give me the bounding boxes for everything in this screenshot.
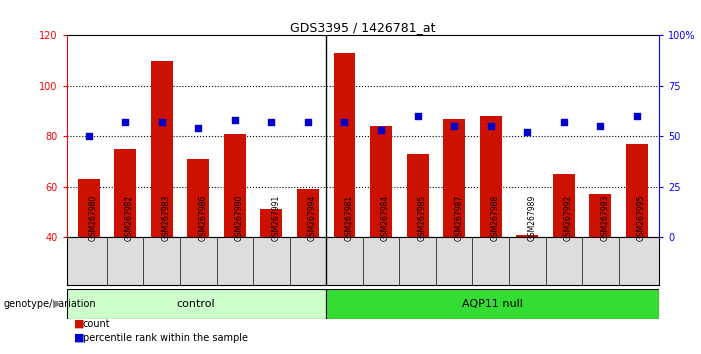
Text: GSM267988: GSM267988	[491, 195, 500, 241]
Text: GSM267993: GSM267993	[601, 195, 609, 241]
Text: ■: ■	[74, 319, 84, 329]
Text: GSM267981: GSM267981	[344, 195, 353, 241]
Bar	[517, 235, 538, 237]
Point	[558, 119, 569, 125]
Text: GSM267983: GSM267983	[162, 195, 170, 241]
Bar	[443, 119, 465, 237]
Text: GSM267980: GSM267980	[88, 195, 97, 241]
Text: ▶: ▶	[53, 299, 62, 309]
Text: GSM267992: GSM267992	[564, 195, 573, 241]
Point	[229, 117, 240, 123]
Bar	[370, 126, 392, 237]
Title: GDS3395 / 1426781_at: GDS3395 / 1426781_at	[290, 21, 435, 34]
Text: count: count	[83, 319, 110, 329]
Point	[302, 119, 313, 125]
Bar	[297, 189, 319, 237]
Point	[119, 119, 130, 125]
Bar	[187, 159, 209, 237]
Text: AQP11 null: AQP11 null	[462, 298, 523, 309]
Text: GSM267994: GSM267994	[308, 195, 317, 241]
Point	[193, 125, 204, 131]
Text: GSM267984: GSM267984	[381, 195, 390, 241]
Text: genotype/variation: genotype/variation	[4, 299, 96, 309]
Bar	[334, 53, 355, 237]
Text: GSM267985: GSM267985	[418, 195, 427, 241]
Bar	[326, 289, 659, 319]
Bar	[151, 61, 172, 237]
Text: control: control	[177, 298, 215, 309]
Point	[266, 119, 277, 125]
Point	[156, 119, 168, 125]
Text: ■: ■	[74, 333, 84, 343]
Bar	[224, 134, 246, 237]
Point	[339, 119, 350, 125]
Point	[83, 133, 94, 139]
Bar	[260, 210, 283, 237]
Text: GSM267982: GSM267982	[125, 195, 134, 241]
Bar	[67, 289, 326, 319]
Text: GSM267989: GSM267989	[527, 195, 536, 241]
Point	[376, 127, 387, 133]
Point	[485, 124, 496, 129]
Text: GSM267995: GSM267995	[637, 195, 646, 241]
Point	[595, 124, 606, 129]
Text: GSM267991: GSM267991	[271, 195, 280, 241]
Bar	[626, 144, 648, 237]
Bar	[479, 116, 502, 237]
Text: GSM267990: GSM267990	[235, 195, 244, 241]
Bar	[407, 154, 428, 237]
Bar	[114, 149, 136, 237]
Text: GSM267987: GSM267987	[454, 195, 463, 241]
Point	[522, 130, 533, 135]
Point	[632, 113, 643, 119]
Bar	[553, 174, 575, 237]
Bar	[590, 194, 611, 237]
Bar	[78, 179, 100, 237]
Point	[449, 124, 460, 129]
Point	[412, 113, 423, 119]
Text: GSM267986: GSM267986	[198, 195, 207, 241]
Text: percentile rank within the sample: percentile rank within the sample	[83, 333, 247, 343]
